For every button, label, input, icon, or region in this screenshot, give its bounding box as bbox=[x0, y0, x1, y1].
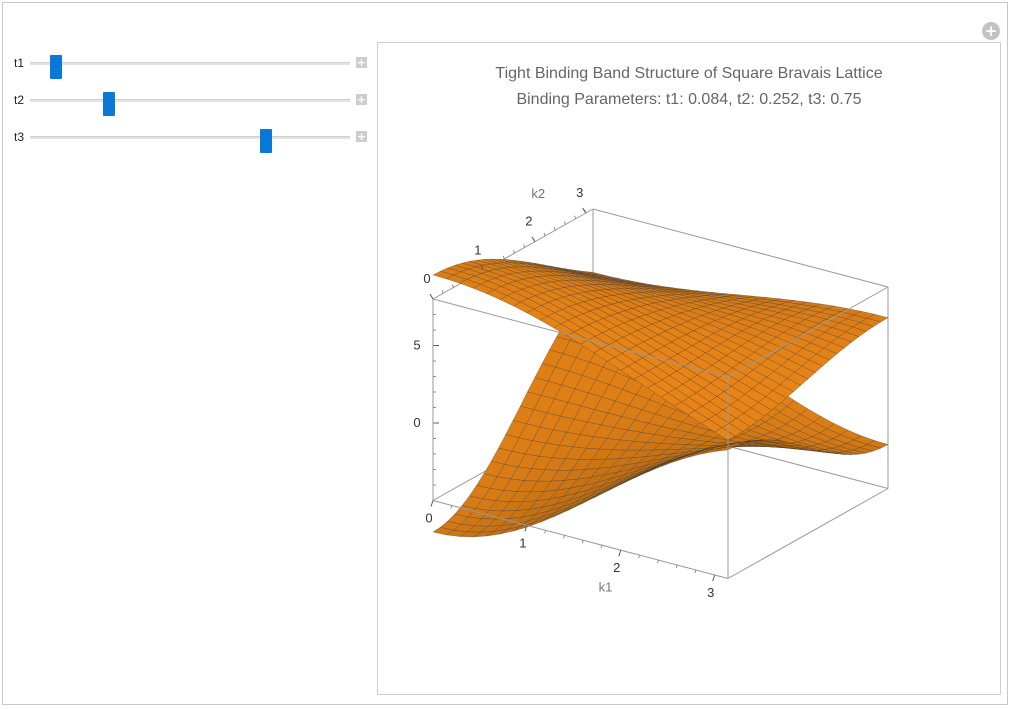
x-minor-tick bbox=[506, 520, 509, 524]
slider-expand-icon[interactable]: + bbox=[356, 93, 367, 106]
x-minor-tick bbox=[638, 554, 640, 559]
slider-thumb-t1[interactable] bbox=[50, 55, 63, 79]
x-minor-tick bbox=[675, 564, 678, 569]
slider-label: t2 bbox=[14, 93, 25, 107]
plot-panel: Tight Binding Band Structure of Square B… bbox=[377, 42, 1001, 695]
surface-patch-band-1 bbox=[714, 427, 736, 441]
y-minor-tick bbox=[472, 272, 475, 277]
y-tick-label: 3 bbox=[576, 185, 583, 200]
slider-thumb-t2[interactable] bbox=[103, 92, 116, 116]
slider-expand-icon[interactable]: + bbox=[356, 130, 367, 143]
x-minor-tick bbox=[469, 510, 471, 514]
slider-thumb-t3[interactable] bbox=[259, 129, 272, 153]
x-minor-tick bbox=[450, 505, 453, 509]
y-minor-tick bbox=[523, 244, 526, 248]
x-tick-label: 3 bbox=[707, 585, 714, 600]
x-minor-tick bbox=[656, 559, 659, 564]
x-tick bbox=[430, 500, 434, 507]
slider-expand-icon[interactable]: + bbox=[356, 56, 367, 69]
x-minor-tick bbox=[713, 574, 716, 579]
y-minor-tick bbox=[513, 250, 515, 254]
x-minor-tick bbox=[619, 550, 622, 554]
y-minor-tick bbox=[502, 255, 505, 260]
x-minor-tick bbox=[525, 525, 528, 529]
x-tick-label: 0 bbox=[425, 511, 432, 526]
y-tick-label: 2 bbox=[525, 214, 532, 229]
x-axis-label: k1 bbox=[599, 580, 613, 595]
slider-label: t1 bbox=[14, 56, 25, 70]
box-edge bbox=[727, 488, 889, 579]
y-minor-tick bbox=[553, 227, 556, 231]
x-minor-tick bbox=[600, 545, 603, 549]
x-tick-label: 1 bbox=[519, 535, 526, 550]
y-minor-tick bbox=[441, 290, 444, 294]
y-minor-tick bbox=[564, 221, 566, 225]
y-minor-tick bbox=[451, 284, 454, 288]
box-edge bbox=[432, 500, 729, 579]
slider-row-t2: t2 + bbox=[0, 92, 372, 116]
slider-track-t2[interactable] bbox=[30, 92, 350, 116]
x-minor-tick bbox=[563, 535, 565, 539]
x-tick-label: 2 bbox=[613, 560, 620, 575]
add-icon[interactable]: + bbox=[982, 22, 1000, 40]
surface-patch-band-2 bbox=[714, 446, 736, 452]
slider-row-t1: t1 + bbox=[0, 55, 372, 79]
plot-title: Tight Binding Band Structure of Square B… bbox=[495, 65, 883, 82]
slider-track-t1[interactable] bbox=[30, 55, 350, 79]
box-edge bbox=[432, 298, 729, 378]
slider-track-t3[interactable] bbox=[30, 129, 350, 153]
y-minor-tick bbox=[492, 261, 495, 265]
z-tick-label: 5 bbox=[413, 338, 420, 353]
box-edge bbox=[592, 208, 889, 288]
y-minor-tick bbox=[543, 232, 546, 237]
y-minor-tick bbox=[462, 278, 464, 282]
x-minor-tick bbox=[487, 515, 490, 519]
y-minor-tick bbox=[574, 215, 576, 219]
x-minor-tick bbox=[694, 569, 697, 574]
y-minor-tick bbox=[533, 238, 536, 242]
y-minor-tick bbox=[482, 267, 485, 271]
z-tick-label: 0 bbox=[413, 415, 420, 430]
band-structure-plot[interactable]: 0 1 2 3 k1 0 1 2 3 k2 5 0 bbox=[378, 43, 1000, 694]
box-edge bbox=[727, 286, 889, 378]
y-minor-tick bbox=[584, 209, 587, 214]
plot-subtitle: Binding Parameters: t1: 0.084, t2: 0.252… bbox=[516, 91, 862, 108]
slider-label: t3 bbox=[14, 130, 25, 144]
y-tick-label: 1 bbox=[474, 242, 481, 257]
y-tick-label: 0 bbox=[423, 271, 430, 286]
y-tick bbox=[429, 293, 434, 300]
y-axis-label: k2 bbox=[531, 186, 545, 201]
slider-row-t3: t3 + bbox=[0, 129, 372, 153]
box-edge bbox=[432, 208, 594, 300]
x-minor-tick bbox=[544, 530, 547, 534]
x-minor-tick bbox=[581, 540, 584, 544]
